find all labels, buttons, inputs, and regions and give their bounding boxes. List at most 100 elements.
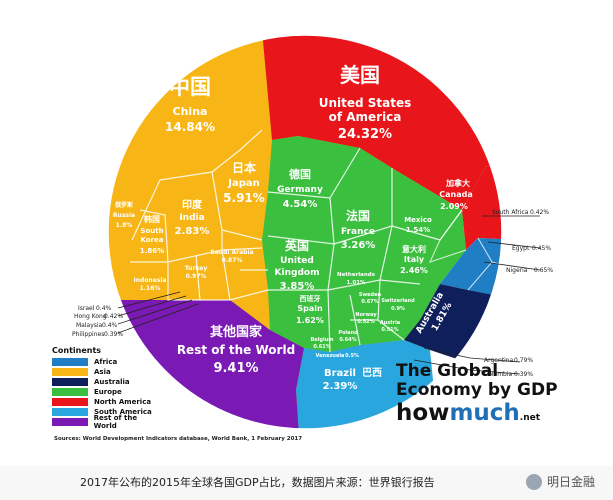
label-korea-name-2: Korea (140, 236, 163, 244)
wechat-account-icon (525, 473, 542, 490)
callout-malaysia-value: 0.4% (102, 322, 118, 329)
label-sweden-value: 0.67% (361, 299, 378, 305)
label-canada-zh: 加拿大 (445, 178, 470, 188)
label-belgium-name: Belgium (311, 337, 334, 343)
callout-philippines-name: Philippines (72, 331, 104, 338)
label-germany-name: Germany (277, 185, 323, 195)
label-mexico-value: 1.54% (406, 226, 430, 234)
label-austria-value: 0.51% (381, 327, 398, 333)
cell-canada (462, 166, 502, 250)
label-japan-value: 5.91% (223, 191, 265, 205)
label-russia-zh: 俄罗斯 (114, 201, 133, 209)
label-usa-name-1: United States (319, 96, 412, 110)
label-turkey-value: 0.97% (186, 273, 207, 280)
label-germany-zh: 德国 (288, 167, 311, 181)
callout-israel-value: 0.4% (96, 305, 112, 312)
callout-colombia-name: Colombia (484, 371, 513, 378)
label-sweden-name: Sweden (359, 292, 382, 298)
label-india-zh: 印度 (182, 198, 203, 211)
callout-south-africa-value: 0.42% (530, 209, 549, 216)
legend-label: Europe (94, 388, 122, 396)
howmuch-logo: howmuch.net (396, 400, 596, 431)
legend-swatch (52, 418, 88, 426)
label-usa-value: 24.32% (338, 127, 392, 142)
caption-text: 2017年公布的2015年全球各国GDP占比，数据图片来源：世界银行报告 (80, 476, 435, 489)
label-france-name: France (341, 227, 375, 237)
label-venezuela-name: Venezuela (316, 353, 345, 359)
label-venezuela-value: 0.5% (345, 353, 359, 359)
label-india-name: India (179, 213, 204, 223)
logo-how: how (396, 400, 450, 426)
legend-swatch (52, 408, 88, 416)
watermark: 明日金融 (525, 473, 595, 490)
callout-israel-name: Israel (78, 305, 95, 312)
label-italy-name: Italy (404, 255, 425, 264)
label-indonesia-value: 1.16% (140, 285, 161, 292)
callout-hongkong-name: Hong Kong (74, 313, 107, 320)
label-row-name: Rest of the World (177, 343, 295, 357)
label-china-value: 14.84% (165, 120, 215, 134)
label-brazil-zh: 巴西 (362, 367, 382, 379)
label-canada-name: Canada (439, 190, 473, 199)
label-poland-name: Poland (338, 330, 358, 336)
callout-malaysia-name: Malaysia (76, 322, 103, 329)
label-saudi-name: Saudi Arabia (210, 249, 253, 256)
legend-title: Continents (52, 346, 102, 355)
legend-item-africa: Africa (52, 357, 162, 367)
label-row-value: 9.41% (213, 361, 258, 376)
callout-nigeria-name: Nigeria (506, 267, 528, 274)
legend-label: Australia (94, 378, 130, 386)
label-korea-name-1: South (140, 227, 163, 235)
label-belgium-value: 0.61% (313, 344, 330, 350)
label-switzerland-name: Switzerland (381, 298, 415, 304)
legend-label: Africa (94, 358, 118, 366)
label-norway-name: Norway (355, 312, 377, 318)
legend-item-south-america: South America (52, 407, 162, 417)
legend-item-north-america: North America (52, 397, 162, 407)
label-canada-value: 2.09% (440, 202, 468, 211)
na-africa-borders (429, 209, 502, 291)
region-europe (262, 136, 466, 352)
label-korea-zh: 韩国 (144, 214, 160, 224)
chart-outline (107, 34, 503, 430)
label-uk-zh: 英国 (285, 238, 309, 253)
label-mexico-name: Mexico (404, 216, 432, 224)
legend-item-europe: Europe (52, 387, 162, 397)
label-austria-name: Austria (380, 320, 400, 326)
legend-label: Asia (94, 368, 111, 376)
label-switzerland-value: 0.9% (391, 306, 405, 312)
callout-egypt-value: 0.45% (532, 245, 551, 252)
legend-swatch (52, 398, 88, 406)
legend-label: Rest of the World (93, 414, 138, 430)
legend-label: South America (94, 408, 152, 416)
logo-net: .net (519, 413, 541, 423)
callout-nigeria-value: 0.65% (534, 267, 553, 274)
callout-hongkong-value: 0.42% (104, 313, 123, 320)
label-germany-value: 4.54% (283, 199, 318, 210)
label-row-zh: 其他国家 (210, 324, 263, 340)
legend-swatch (52, 368, 88, 376)
label-poland-value: 0.64% (339, 337, 356, 343)
label-brazil-value: 2.39% (323, 381, 358, 392)
label-russia-name: Russia (113, 212, 135, 219)
callout-colombia-value: 0.39% (514, 371, 533, 378)
label-italy-value: 2.46% (400, 266, 428, 275)
callout-south-africa-name: South Africa (492, 209, 529, 216)
logo-much: much (449, 400, 520, 426)
legend-label: North America (94, 398, 152, 406)
label-spain-name: Spain (297, 304, 323, 313)
label-france-zh: 法国 (346, 208, 370, 223)
legend-item-asia: Asia (52, 367, 162, 377)
label-india-value: 2.83% (175, 226, 210, 237)
callout-argentina-value: 0.79% (514, 357, 533, 364)
label-usa-zh: 美国 (340, 63, 380, 87)
callout-philippines-value: 0.39% (104, 331, 123, 338)
label-netherlands-name: Netherlands (337, 272, 376, 278)
label-usa-name-2: of America (329, 110, 402, 124)
external-callouts: South Africa 0.42% Egypt 0.45% Nigeria 0… (72, 209, 553, 378)
label-turkey-name: Turkey (185, 265, 208, 272)
label-china-name: China (173, 105, 208, 118)
label-norway-value: 0.52% (357, 319, 374, 325)
callout-lines (117, 215, 541, 375)
